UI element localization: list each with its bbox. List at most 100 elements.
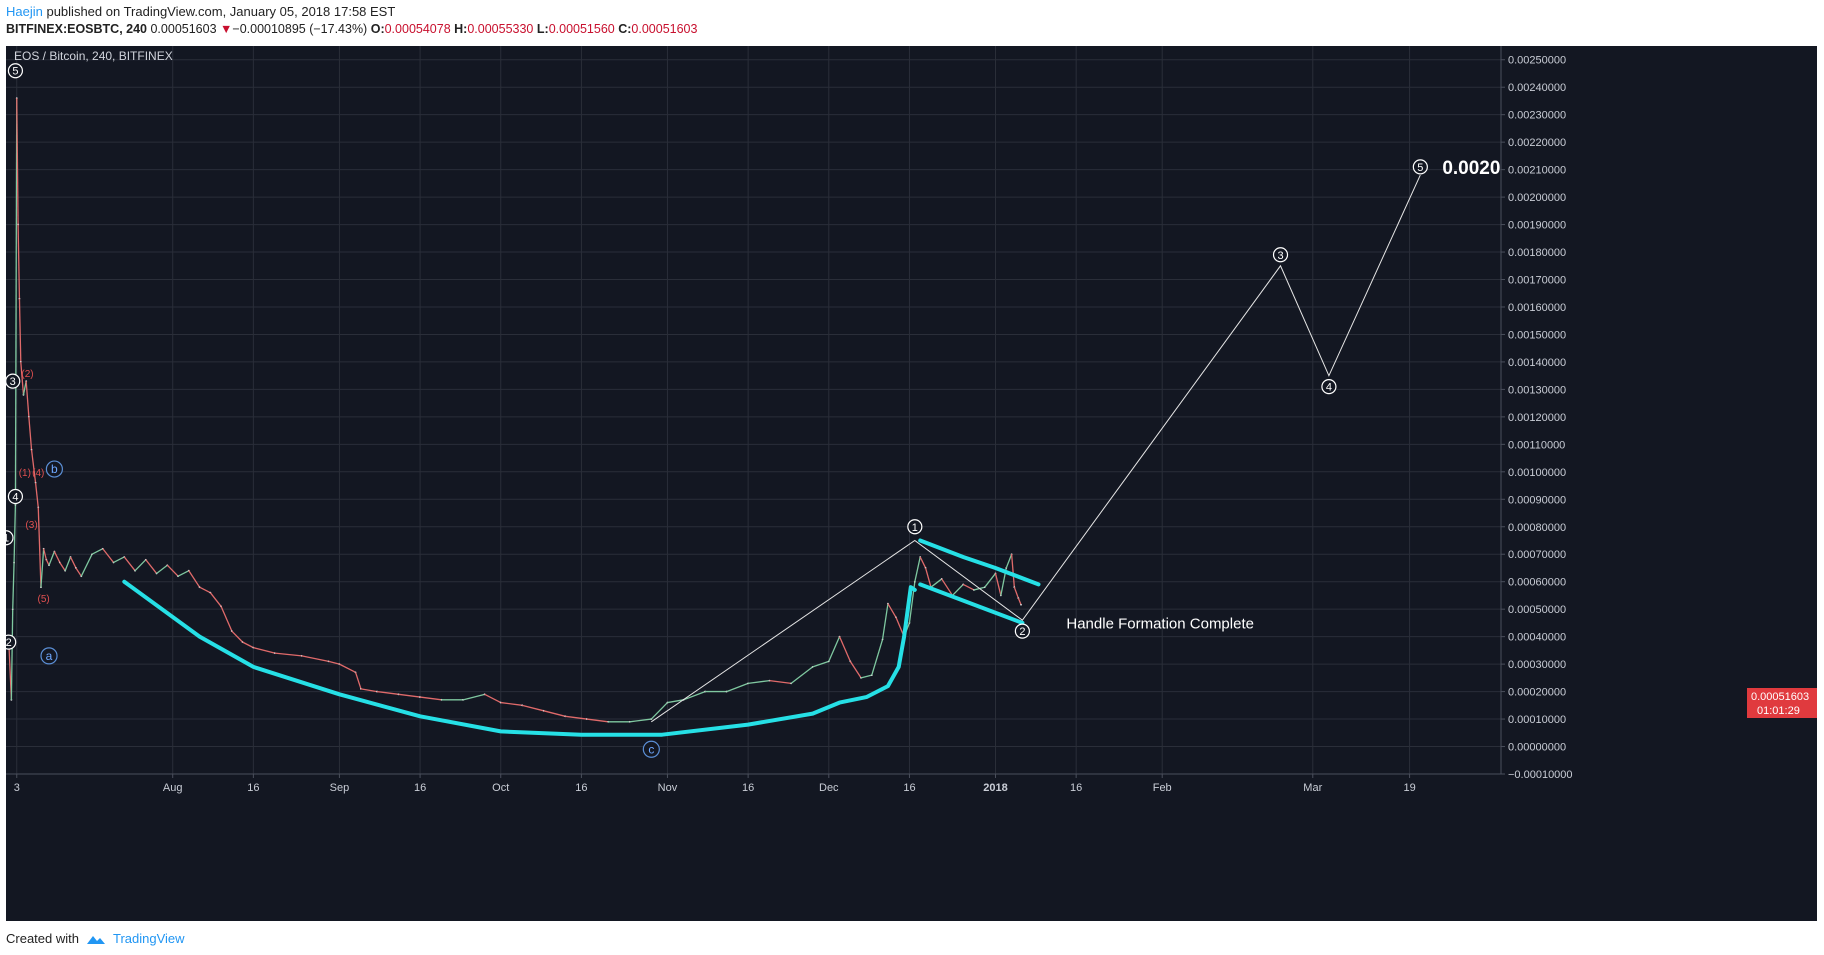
price-segment	[629, 718, 652, 723]
chart-area[interactable]: 2134512345abc(2)(1)(4)(3)(5)0.00208 BTCH…	[6, 46, 1817, 921]
price-segment	[994, 573, 1002, 596]
y-tick-label: 0.00220000	[1508, 137, 1566, 149]
wave-marker-label: 1	[6, 533, 9, 545]
low-value: 0.00051560	[548, 22, 615, 36]
wave-marker-label: 4	[12, 492, 18, 504]
price-segment	[881, 603, 889, 640]
price-segment	[14, 98, 18, 505]
change-value: −0.00010895 (−17.43%)	[232, 22, 368, 36]
x-tick-label: 16	[903, 782, 915, 794]
x-tick-label: Aug	[163, 782, 183, 794]
y-tick-label: 0.00180000	[1508, 247, 1566, 259]
elliott-projection-path	[651, 174, 1421, 723]
y-tick-label: 0.00120000	[1508, 412, 1566, 424]
chart-footer: Created with TradingView	[0, 921, 1824, 955]
price-axis[interactable]: 0.00250000 0.00240000 0.00230000 0.00220000…	[1500, 46, 1817, 921]
price-segment	[565, 715, 587, 720]
high-value: 0.00055330	[467, 22, 534, 36]
price-segment	[952, 583, 964, 596]
price-segment	[301, 655, 329, 663]
ohlc-legend: BITFINEX:EOSBTC, 240 0.00051603 ▼−0.0001…	[6, 22, 697, 36]
y-tick-label: 0.00160000	[1508, 302, 1566, 314]
price-segment	[43, 548, 47, 560]
cup-curve	[122, 579, 917, 737]
price-segment	[484, 693, 502, 704]
subwave-label: (3)	[25, 520, 37, 531]
x-tick-label: Feb	[1153, 782, 1172, 794]
y-tick-label: −0.00010000	[1508, 769, 1573, 781]
price-segment	[462, 693, 485, 701]
price-segment	[28, 416, 33, 450]
subwave-label: (5)	[38, 594, 50, 605]
price-segment	[769, 679, 792, 684]
price-segment	[75, 567, 82, 577]
price-axis-bg	[1501, 46, 1817, 921]
price-segment	[209, 592, 222, 607]
symbol-label[interactable]: BITFINEX:EOSBTC, 240	[6, 22, 147, 36]
price-segment	[69, 556, 77, 569]
x-tick-label: 19	[1403, 782, 1415, 794]
y-tick-label: 0.00010000	[1508, 714, 1566, 726]
y-tick-label: 0.00250000	[1508, 55, 1566, 67]
wave-marker-circle	[6, 373, 21, 389]
price-segment	[914, 556, 921, 582]
y-tick-label: 0.00000000	[1508, 742, 1566, 754]
grid-lines	[6, 46, 1501, 775]
time-axis[interactable]: 3 Aug 16 Sep 16 Oct 16 Nov 16 Dec 16 2018 16 Feb Mar 19	[6, 773, 1501, 794]
price-segment	[838, 636, 851, 662]
y-tick-label: 0.00210000	[1508, 165, 1566, 177]
price-segment	[887, 603, 897, 618]
open-label: O:	[370, 22, 385, 36]
y-tick-label: 0.00190000	[1508, 220, 1566, 232]
subwave-label: (2)	[21, 369, 33, 380]
subwave-label: (4)	[32, 468, 44, 479]
price-segment	[919, 556, 927, 569]
price-segment	[102, 548, 115, 563]
tradingview-link[interactable]: TradingView	[112, 931, 185, 946]
y-tick-label: 0.00050000	[1508, 604, 1566, 616]
high-label: H:	[454, 22, 468, 36]
price-segment	[924, 567, 932, 588]
y-tick-label: 0.00240000	[1508, 82, 1566, 94]
y-tick-label: 0.00100000	[1508, 467, 1566, 479]
wave-marker-circle	[6, 634, 17, 650]
publish-line: Haejin published on TradingView.com, Jan…	[6, 4, 395, 19]
price-segment	[123, 556, 136, 572]
last-price-badge: 0.00051603 01:01:29	[1747, 688, 1817, 718]
last-price-label: 0.00051603	[1751, 691, 1809, 703]
price-segment	[199, 586, 211, 594]
down-arrow-icon: ▼	[220, 22, 233, 36]
price-segment	[59, 562, 66, 572]
price-segment	[20, 361, 25, 395]
x-tick-label: Mar	[1303, 782, 1322, 794]
price-segment	[13, 504, 17, 563]
x-tick-label: Oct	[492, 782, 509, 794]
price-segment	[30, 449, 37, 483]
wave-marker-circle	[907, 519, 923, 535]
x-tick-label: 16	[414, 782, 426, 794]
y-tick-label: 0.00080000	[1508, 522, 1566, 534]
price-series	[7, 97, 1022, 723]
tradingview-cloud-icon	[86, 935, 105, 944]
y-tick-label: 0.00060000	[1508, 577, 1566, 589]
y-tick-label: 0.00040000	[1508, 632, 1566, 644]
price-segment	[420, 696, 442, 701]
low-label: L:	[536, 22, 549, 36]
price-segment	[166, 564, 179, 577]
price-chart[interactable]: 2134512345abc(2)(1)(4)(3)(5)0.00208 BTCH…	[6, 46, 1817, 921]
abc-marker-circle	[642, 740, 660, 758]
y-tick-label: 0.00230000	[1508, 110, 1566, 122]
price-segment	[45, 559, 50, 566]
price-segment	[398, 693, 421, 698]
price-segment	[828, 636, 841, 662]
x-tick-label: 3	[14, 782, 20, 794]
subwave-label: (1)	[19, 468, 31, 479]
price-segment	[48, 551, 56, 566]
author-link[interactable]: Haejin	[6, 4, 43, 19]
price-segment	[328, 660, 340, 665]
price-segment	[253, 647, 276, 654]
price-segment	[1005, 553, 1013, 569]
y-tick-label: 0.00030000	[1508, 659, 1566, 671]
price-segment	[18, 298, 22, 362]
abc-marker-circle	[40, 647, 58, 665]
